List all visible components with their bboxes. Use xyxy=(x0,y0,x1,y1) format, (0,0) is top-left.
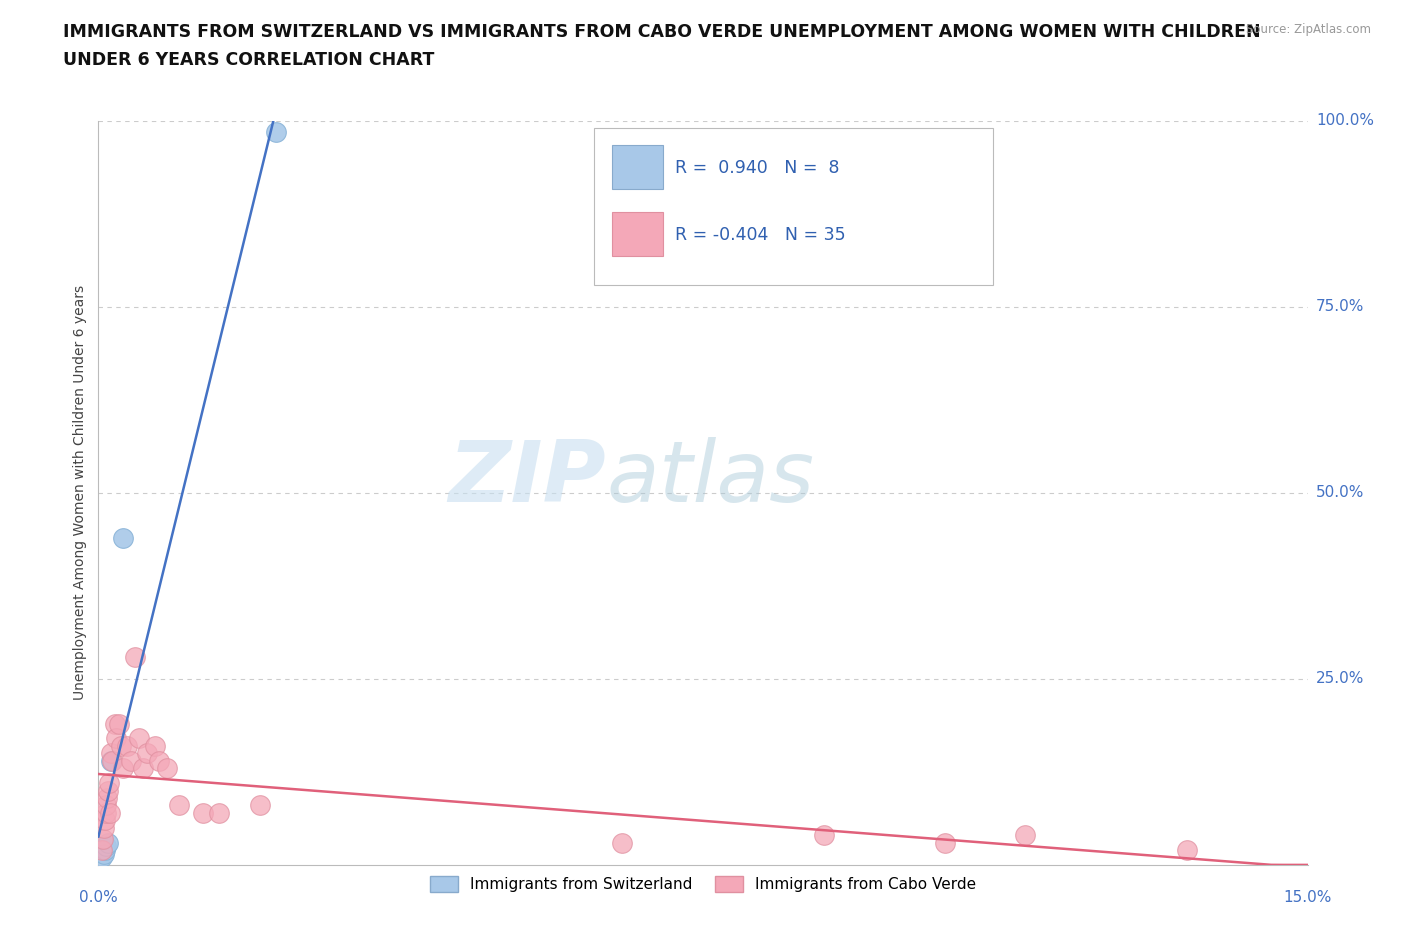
Point xyxy=(934,835,956,850)
Point xyxy=(135,746,157,761)
Point xyxy=(612,835,634,850)
Point xyxy=(132,761,155,776)
Point xyxy=(208,805,231,820)
FancyBboxPatch shape xyxy=(613,145,664,190)
Point xyxy=(249,798,271,813)
Point xyxy=(103,716,125,731)
Point xyxy=(111,530,134,545)
Point xyxy=(94,813,117,828)
Text: 75.0%: 75.0% xyxy=(1316,299,1364,314)
Point xyxy=(97,835,120,850)
Point xyxy=(94,805,117,820)
Point xyxy=(111,761,134,776)
Text: 25.0%: 25.0% xyxy=(1316,671,1364,686)
Text: 50.0%: 50.0% xyxy=(1316,485,1364,500)
Point xyxy=(97,783,120,798)
FancyBboxPatch shape xyxy=(595,128,993,285)
Point xyxy=(167,798,190,813)
Point xyxy=(96,790,118,805)
Text: UNDER 6 YEARS CORRELATION CHART: UNDER 6 YEARS CORRELATION CHART xyxy=(63,51,434,69)
Point xyxy=(91,850,114,865)
Text: IMMIGRANTS FROM SWITZERLAND VS IMMIGRANTS FROM CABO VERDE UNEMPLOYMENT AMONG WOM: IMMIGRANTS FROM SWITZERLAND VS IMMIGRANT… xyxy=(63,23,1261,41)
Text: ZIP: ZIP xyxy=(449,436,606,520)
Point xyxy=(124,649,146,664)
Point xyxy=(98,805,121,820)
Point xyxy=(813,828,835,843)
Point xyxy=(143,738,166,753)
Text: R =  0.940   N =  8: R = 0.940 N = 8 xyxy=(675,159,839,177)
Point xyxy=(91,831,114,846)
Point xyxy=(120,753,142,768)
Point xyxy=(156,761,179,776)
Point xyxy=(97,776,120,790)
Point xyxy=(107,716,129,731)
Point xyxy=(91,843,114,857)
Text: R = -0.404   N = 35: R = -0.404 N = 35 xyxy=(675,226,846,244)
Point xyxy=(115,738,138,753)
Point xyxy=(148,753,170,768)
Point xyxy=(93,820,115,835)
Point xyxy=(110,738,132,753)
Text: 100.0%: 100.0% xyxy=(1316,113,1374,128)
Point xyxy=(128,731,150,746)
Text: Source: ZipAtlas.com: Source: ZipAtlas.com xyxy=(1246,23,1371,36)
Y-axis label: Unemployment Among Women with Children Under 6 years: Unemployment Among Women with Children U… xyxy=(73,286,87,700)
Point xyxy=(1014,828,1036,843)
Point xyxy=(100,746,122,761)
FancyBboxPatch shape xyxy=(613,212,664,257)
Point xyxy=(96,839,118,854)
Point xyxy=(94,843,117,857)
Point xyxy=(105,731,128,746)
Text: 15.0%: 15.0% xyxy=(1284,890,1331,905)
Point xyxy=(1175,843,1198,857)
Text: 0.0%: 0.0% xyxy=(79,890,118,905)
Point xyxy=(96,798,118,813)
Point xyxy=(101,753,124,768)
Legend: Immigrants from Switzerland, Immigrants from Cabo Verde: Immigrants from Switzerland, Immigrants … xyxy=(425,870,981,898)
Point xyxy=(193,805,215,820)
Text: atlas: atlas xyxy=(606,436,814,520)
Point xyxy=(264,125,287,140)
Point xyxy=(100,753,122,768)
Point xyxy=(93,846,115,861)
